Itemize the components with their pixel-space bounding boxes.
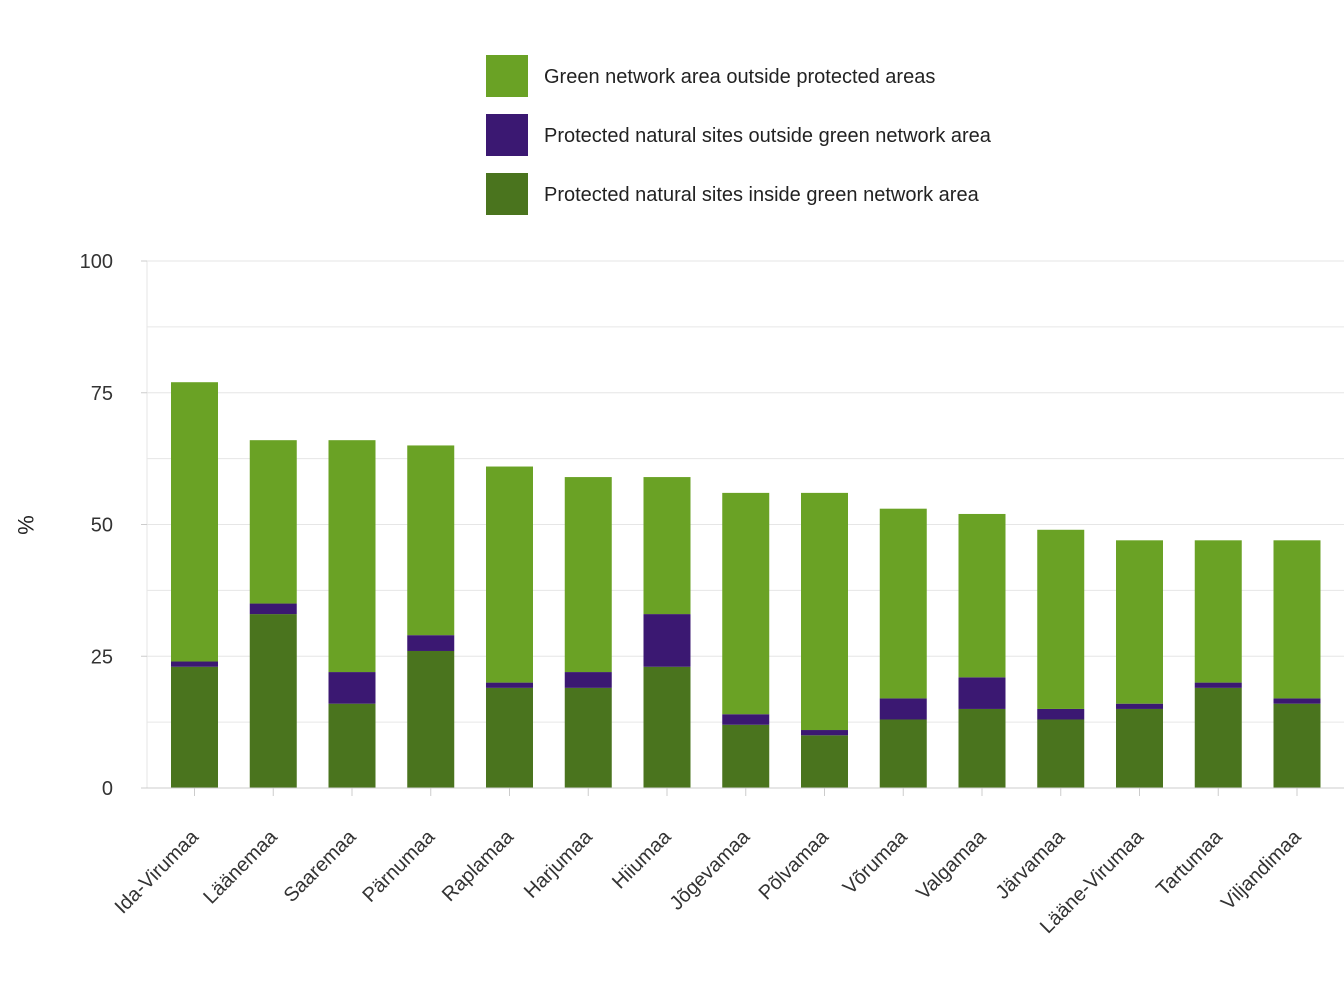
bar-segment [1116, 708, 1163, 788]
bar-segment [564, 672, 612, 688]
x-tick-label: Hiiumaa [608, 825, 676, 893]
x-tick-label: Järvamaa [992, 825, 1070, 903]
bar-segment [249, 614, 297, 788]
x-tick-label: Viljandimaa [1217, 825, 1306, 914]
bar-segment [1194, 540, 1242, 683]
bar-segment [249, 603, 297, 615]
bar-segment [722, 714, 770, 725]
y-tick-label: 75 [91, 383, 113, 405]
bar-segment [1037, 708, 1085, 720]
bar-segment [1116, 540, 1163, 704]
x-tick-label: Põlvamaa [755, 825, 834, 904]
y-axis-title: % [13, 515, 38, 535]
bar-segment [486, 466, 533, 683]
bar-segment [171, 666, 218, 788]
legend-swatch [486, 173, 528, 215]
y-tick-label: 50 [91, 515, 113, 537]
bar-segment [958, 513, 1006, 678]
y-tick-label: 0 [102, 778, 113, 800]
bar-segment [801, 492, 848, 731]
bar-segment [564, 477, 612, 673]
bar-segment [801, 730, 848, 736]
bar-segment [643, 614, 691, 667]
bar-segment [407, 445, 455, 636]
legend-label: Green network area outside protected are… [544, 66, 935, 88]
x-tick-label: Tartumaa [1152, 825, 1227, 900]
bar-segment [643, 477, 691, 615]
bar-segment [249, 440, 297, 604]
bar-segment [1273, 540, 1321, 699]
x-tick-label: Harjumaa [520, 825, 597, 902]
bar-segment [1116, 703, 1163, 709]
x-tick-label: Valgamaa [912, 825, 991, 904]
bar-segment [879, 508, 927, 699]
bar-segment [171, 382, 218, 662]
bar-segment [1037, 719, 1085, 788]
x-tick-label: Jõgevamaa [666, 825, 755, 914]
bar-segment [1273, 703, 1321, 788]
bar-segment [801, 735, 848, 788]
x-tick-label: Pärnumaa [358, 825, 439, 906]
bar-segment [486, 687, 533, 788]
bar-segment [643, 666, 691, 788]
bar-segment [722, 492, 770, 715]
x-tick-label: Võrumaa [839, 825, 913, 899]
bars [171, 382, 1321, 788]
legend-swatch [486, 55, 528, 97]
bar-segment [879, 719, 927, 788]
bar-segment [958, 677, 1006, 709]
legend-label: Protected natural sites inside green net… [544, 184, 980, 206]
legend-swatch [486, 114, 528, 156]
bar-segment [958, 708, 1006, 788]
bar-segment [328, 703, 376, 788]
bar-segment [1273, 698, 1321, 704]
x-tick-label: Raplamaa [438, 825, 519, 906]
legend: Green network area outside protected are… [486, 55, 992, 215]
y-tick-label: 25 [91, 646, 113, 668]
bar-segment [722, 724, 770, 788]
x-tick-label: Ida-Virumaa [111, 825, 204, 918]
bar-segment [486, 682, 533, 688]
bar-segment [407, 650, 455, 788]
legend-label: Protected natural sites outside green ne… [544, 125, 992, 147]
bar-segment [1037, 529, 1085, 709]
y-tick-label: 100 [80, 251, 113, 273]
bar-segment [328, 672, 376, 704]
x-tick-label: Saaremaa [280, 825, 361, 906]
bar-segment [564, 687, 612, 788]
bar-segment [328, 440, 376, 673]
bar-segment [1194, 687, 1242, 788]
bar-segment [879, 698, 927, 720]
bar-segment [1194, 682, 1242, 688]
bar-segment [171, 661, 218, 667]
x-tick-label: Läänemaa [199, 825, 282, 908]
y-axis: 0 25 50 75 100 [80, 251, 148, 800]
bar-segment [407, 635, 455, 651]
x-axis: Ida-VirumaaLäänemaaSaaremaaPärnumaaRapla… [111, 787, 1344, 938]
